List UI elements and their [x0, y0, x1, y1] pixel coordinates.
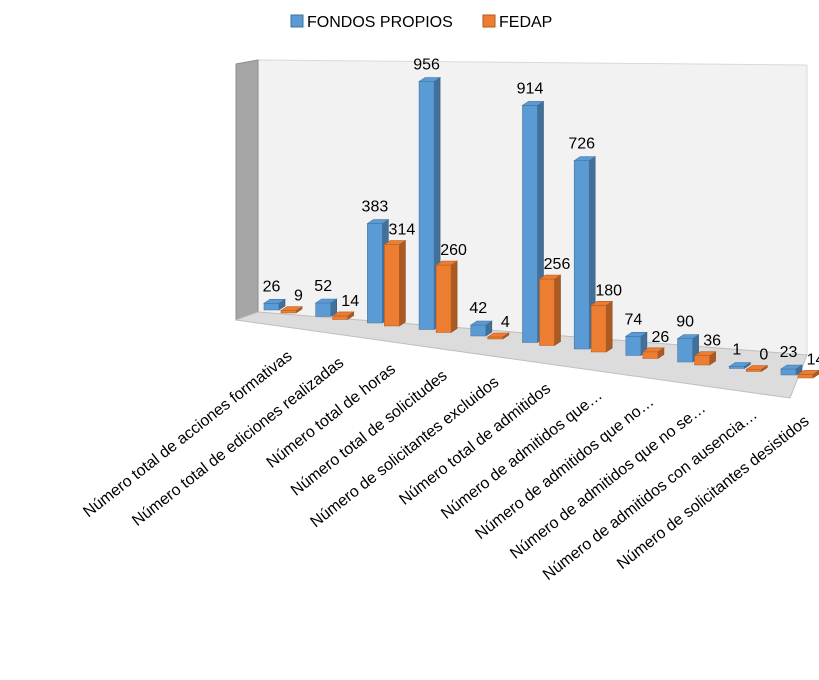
- bar-fedap-10: [797, 370, 819, 379]
- value-label-fondos-propios-3: 956: [413, 57, 440, 74]
- bar-fedap-7-top: [641, 347, 665, 353]
- bar-fedap-2: [383, 239, 407, 327]
- bar-fedap-9-top: [745, 365, 769, 370]
- side-wall: [235, 59, 259, 321]
- bars-layer: [263, 76, 819, 379]
- bar-fedap-0-front: [280, 310, 297, 314]
- bar-fedap-3-top: [435, 260, 459, 266]
- category-label-0: Número total de acciones formativas: [80, 348, 295, 521]
- bar-fedap-5: [538, 274, 562, 347]
- bar-fondos-propios-1: [314, 298, 338, 318]
- bar-fondos-propios-4-front: [470, 324, 487, 337]
- bar-fondos-propios-6-top: [573, 156, 597, 161]
- bar-fondos-propios-0: [263, 298, 286, 311]
- bar-fedap-8-top: [693, 351, 717, 357]
- bar-fedap-0: [280, 306, 303, 314]
- category-label-9: Número de admitidos con ausencia…: [540, 406, 761, 584]
- bar-fedap-6-top: [590, 300, 614, 306]
- bar-fedap-8: [693, 351, 717, 366]
- bar-fondos-propios-10-front: [780, 368, 797, 376]
- bar-fondos-propios-7-front: [625, 335, 642, 356]
- legend-swatch-fondos-propios: [290, 14, 304, 28]
- value-label-fedap-1: 14: [341, 293, 359, 310]
- bar-fedap-10-front: [797, 374, 814, 379]
- bar-fondos-propios-9-top: [728, 362, 752, 367]
- bar-fondos-propios-5-front: [522, 105, 538, 343]
- value-label-fedap-8: 36: [703, 333, 721, 350]
- bar-fondos-propios-2-front: [367, 223, 383, 324]
- bar-fedap-9: [745, 364, 769, 373]
- bar-fondos-propios-3-front: [418, 81, 435, 330]
- legend-label-fondos-propios: FONDOS PROPIOS: [307, 14, 453, 31]
- legend: FONDOS PROPIOS FEDAP: [290, 14, 552, 31]
- bar-fedap-6-side: [605, 300, 613, 353]
- bar-fondos-propios-10-top: [780, 364, 803, 370]
- bar-fondos-propios-0-front: [263, 302, 280, 311]
- bar-fondos-propios-6-front: [573, 160, 590, 350]
- bar-fedap-5-front: [539, 278, 555, 346]
- value-label-fondos-propios-6: 726: [568, 136, 595, 153]
- value-label-fedap-10: 14: [807, 351, 819, 368]
- bar-fedap-6-front: [590, 304, 607, 353]
- chart-walls: [235, 59, 808, 399]
- bar-fondos-propios-10: [780, 364, 803, 376]
- bar-fedap-0-top: [280, 306, 303, 312]
- bar-fondos-propios-1-front: [315, 302, 332, 317]
- bar-fondos-propios-4-top: [469, 320, 493, 326]
- value-label-fedap-0: 9: [294, 288, 303, 305]
- bar-fondos-propios-8-front: [677, 338, 693, 363]
- value-label-fedap-5: 256: [544, 256, 571, 273]
- bar-fondos-propios-9: [728, 361, 752, 370]
- floor: [235, 311, 808, 399]
- bar-fedap-1: [331, 311, 355, 321]
- value-label-fondos-propios-10: 23: [780, 344, 798, 361]
- bar-fedap-4-top: [486, 332, 510, 338]
- legend-label-fedap: FEDAP: [499, 14, 552, 31]
- value-label-fedap-3: 260: [440, 242, 467, 259]
- bar-fondos-propios-4: [469, 320, 493, 337]
- bar-fondos-propios-3-top: [418, 77, 442, 82]
- bar-fondos-propios-7: [624, 331, 648, 357]
- category-label-1: Número total de ediciones realizadas: [129, 354, 347, 529]
- bar-fondos-propios-6: [573, 156, 597, 350]
- bar-fedap-2-top: [383, 240, 407, 245]
- bar-fedap-4: [486, 332, 510, 340]
- value-label-fedap-2: 314: [389, 222, 416, 239]
- value-label-fondos-propios-2: 383: [362, 199, 389, 216]
- legend-swatch-fedap: [482, 14, 496, 28]
- bar-fedap-3: [435, 260, 459, 334]
- bar-fedap-5-top: [538, 274, 562, 280]
- value-label-fedap-7: 26: [652, 329, 670, 346]
- value-label-fedap-6: 180: [595, 282, 622, 299]
- value-label-fedap-9: 0: [759, 347, 768, 364]
- value-label-fedap-4: 4: [501, 314, 510, 331]
- bar-fedap-1-top: [331, 311, 355, 317]
- value-label-fondos-propios-8: 90: [676, 314, 694, 331]
- bar-fedap-3-front: [435, 264, 452, 333]
- bar-fondos-propios-5-top: [521, 101, 545, 106]
- bar-fondos-propios-1-top: [314, 298, 338, 304]
- bar-fedap-6: [590, 300, 614, 353]
- bar-fondos-propios-7-top: [624, 331, 648, 337]
- value-label-fondos-propios-1: 52: [314, 278, 332, 295]
- bar-fondos-propios-2-top: [366, 219, 390, 224]
- bar-fedap-1-front: [332, 315, 349, 320]
- bar-fedap-8-front: [694, 355, 710, 366]
- bar-fedap-10-top: [797, 370, 819, 375]
- bar-fedap-2-front: [384, 244, 400, 327]
- bar-fedap-7-front: [642, 351, 659, 359]
- bar-fedap-2-side: [399, 239, 406, 327]
- value-label-fondos-propios-7: 74: [625, 311, 643, 328]
- value-label-fondos-propios-5: 914: [517, 80, 544, 97]
- bar-fedap-7: [641, 347, 665, 360]
- value-label-fondos-propios-9: 1: [732, 342, 741, 359]
- value-label-fondos-propios-4: 42: [469, 300, 487, 317]
- bar-fondos-propios-0-top: [263, 298, 286, 304]
- bar-fondos-propios-8-top: [676, 334, 700, 340]
- bar-fedap-3-side: [450, 260, 458, 334]
- bar-fedap-5-side: [554, 274, 561, 347]
- value-label-fondos-propios-0: 26: [263, 278, 281, 295]
